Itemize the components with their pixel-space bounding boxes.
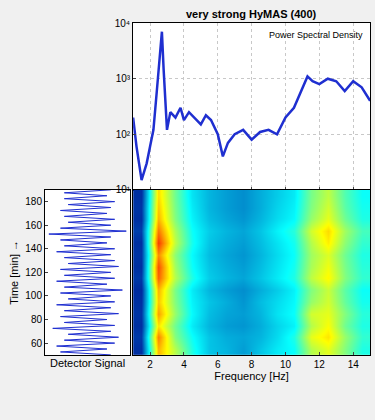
svg-text:140: 140: [25, 243, 42, 254]
svg-text:160: 160: [25, 220, 42, 231]
svg-text:2: 2: [147, 359, 153, 370]
svg-text:Time [min] →: Time [min] →: [8, 240, 20, 305]
svg-text:Detector Signal: Detector Signal: [50, 357, 125, 369]
svg-text:10: 10: [280, 359, 292, 370]
svg-text:10³: 10³: [116, 73, 131, 84]
svg-text:80: 80: [31, 314, 43, 325]
svg-text:12: 12: [314, 359, 326, 370]
svg-text:10¹: 10¹: [116, 184, 131, 195]
svg-text:60: 60: [31, 338, 43, 349]
svg-text:10⁴: 10⁴: [115, 18, 130, 29]
svg-text:180: 180: [25, 196, 42, 207]
svg-text:120: 120: [25, 267, 42, 278]
svg-text:100: 100: [25, 290, 42, 301]
svg-text:14: 14: [348, 359, 360, 370]
svg-text:6: 6: [215, 359, 221, 370]
svg-text:8: 8: [249, 359, 255, 370]
svg-text:10²: 10²: [116, 129, 131, 140]
svg-text:Frequency [Hz]: Frequency [Hz]: [214, 370, 289, 382]
svg-text:very strong HyMAS (400): very strong HyMAS (400): [186, 8, 317, 20]
svg-text:4: 4: [181, 359, 187, 370]
svg-text:Power Spectral Density: Power Spectral Density: [269, 30, 363, 40]
